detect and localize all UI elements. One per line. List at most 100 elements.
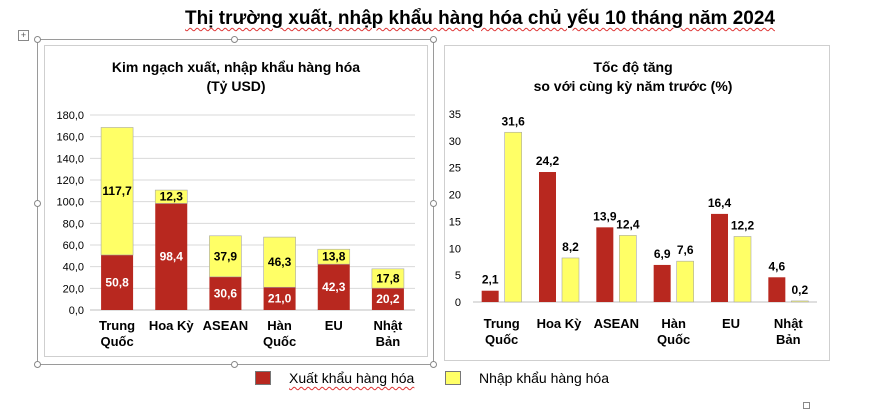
category-label: Nhật — [373, 318, 403, 333]
bar-export — [481, 290, 499, 302]
category-label: Trung — [484, 316, 520, 331]
bar-import — [263, 236, 296, 288]
bar-export — [101, 254, 134, 310]
bar-import — [371, 268, 405, 289]
data-label-export: 50,8 — [105, 275, 129, 289]
data-label-export: 42,3 — [322, 280, 346, 294]
page-title-text: Thị trường xuất, nhập khẩu hàng hóa chủ … — [185, 8, 775, 29]
y-tick-label: 20,0 — [63, 283, 84, 295]
resize-handle-top-left[interactable] — [34, 36, 41, 43]
chart-growth-title: Tốc độ tăng — [593, 59, 672, 75]
bar-export — [209, 276, 242, 310]
category-label: Hoa Kỳ — [537, 316, 583, 331]
category-label: Quốc — [100, 334, 133, 349]
data-label-import: 12,4 — [616, 217, 640, 231]
category-label: ASEAN — [594, 316, 640, 331]
category-label: Hoa Kỳ — [149, 318, 195, 333]
legend-item-export: Xuất khẩu hàng hóa — [255, 370, 414, 386]
bar-import — [209, 235, 242, 278]
y-tick-label: 20 — [449, 190, 461, 202]
data-label-import: 8,2 — [562, 240, 579, 254]
bar-export — [155, 203, 188, 310]
resize-handle-right[interactable] — [430, 200, 437, 207]
category-label: ASEAN — [203, 318, 249, 333]
page-title: Thị trường xuất, nhập khẩu hàng hóa chủ … — [0, 8, 870, 30]
data-label-import: 37,9 — [214, 249, 238, 263]
legend-label-export: Xuất khẩu hàng hóa — [289, 370, 415, 386]
y-tick-label: 5 — [455, 270, 461, 282]
chart-value-svg: Kim ngạch xuất, nhập khẩu hàng hóa (Tỷ U… — [56, 59, 415, 349]
data-label-import: 17,8 — [376, 271, 400, 285]
category-label: Nhật — [774, 316, 804, 331]
category-label: Bản — [776, 332, 801, 347]
chart-growth-subtitle: so với cùng kỳ năm trước (%) — [534, 78, 733, 94]
category-label: Trung — [99, 318, 135, 333]
bar-import — [791, 300, 809, 303]
bar-import — [100, 127, 134, 256]
data-label-import: 13,8 — [322, 250, 346, 264]
resize-handle-left[interactable] — [34, 200, 41, 207]
chart-value-title: Kim ngạch xuất, nhập khẩu hàng hóa — [112, 59, 360, 75]
data-label-export: 98,4 — [160, 250, 184, 264]
category-label: Bản — [376, 334, 401, 349]
legend-swatch-export — [255, 371, 271, 385]
bar-import — [317, 248, 351, 265]
bar-export — [317, 264, 350, 310]
y-tick-label: 0 — [455, 297, 461, 309]
resize-handle-bottom-left[interactable] — [34, 361, 41, 368]
chart-growth-svg: Tốc độ tăng so với cùng kỳ năm trước (%)… — [449, 59, 817, 347]
bar-import — [561, 257, 580, 303]
selected-chart-frame[interactable] — [34, 36, 437, 368]
data-label-export: 13,9 — [593, 209, 617, 223]
category-label: Quốc — [657, 332, 690, 347]
category-label: Hàn — [661, 316, 686, 331]
category-label: Quốc — [485, 332, 518, 347]
chart-panel-growth: Tốc độ tăng so với cùng kỳ năm trước (%)… — [444, 45, 830, 361]
data-label-export: 2,1 — [482, 273, 499, 287]
y-tick-label: 0,0 — [69, 305, 84, 317]
data-label-export: 21,0 — [268, 292, 292, 306]
bar-export — [596, 227, 614, 302]
resize-handle-top[interactable] — [231, 36, 238, 43]
data-label-import: 12,3 — [160, 190, 184, 204]
chart-value-subtitle: (Tỷ USD) — [206, 78, 265, 94]
bar-export — [653, 264, 671, 302]
chart-panel-value: Kim ngạch xuất, nhập khẩu hàng hóa (Tỷ U… — [44, 45, 428, 357]
data-label-import: 12,2 — [731, 218, 755, 232]
y-tick-label: 180,0 — [56, 110, 84, 122]
y-tick-label: 10 — [449, 243, 461, 255]
move-handle-icon[interactable]: + — [18, 30, 29, 41]
y-tick-label: 60,0 — [63, 240, 84, 252]
data-label-import: 46,3 — [268, 255, 292, 269]
data-label-import: 0,2 — [791, 283, 808, 297]
legend: Xuất khẩu hàng hóa Nhập khẩu hàng hóa — [255, 370, 675, 392]
bar-export — [371, 288, 404, 310]
data-label-export: 24,2 — [536, 154, 560, 168]
resize-handle-bottom-right[interactable] — [430, 361, 437, 368]
resize-handle-top-right[interactable] — [430, 36, 437, 43]
data-label-import: 31,6 — [501, 114, 525, 128]
y-tick-label: 40,0 — [63, 262, 84, 274]
y-tick-label: 35 — [449, 109, 461, 121]
y-tick-label: 160,0 — [56, 132, 84, 144]
y-tick-label: 120,0 — [56, 175, 84, 187]
y-tick-label: 80,0 — [63, 218, 84, 230]
data-label-export: 20,2 — [376, 292, 400, 306]
bar-import — [504, 131, 522, 303]
bar-import — [676, 260, 694, 303]
resize-handle-bottom[interactable] — [231, 361, 238, 368]
data-label-import: 7,6 — [677, 243, 694, 257]
data-label-export: 6,9 — [654, 247, 671, 261]
category-label: Quốc — [263, 334, 296, 349]
y-tick-label: 100,0 — [56, 197, 84, 209]
y-tick-label: 30 — [449, 136, 461, 148]
y-tick-label: 25 — [449, 163, 461, 175]
bar-import — [619, 235, 637, 303]
legend-label-import: Nhập khẩu hàng hóa — [479, 370, 609, 386]
bar-import — [733, 236, 752, 303]
bar-import — [154, 189, 188, 204]
bar-export — [768, 277, 786, 302]
bar-export — [263, 287, 296, 310]
y-tick-label: 15 — [449, 216, 461, 228]
data-label-export: 4,6 — [768, 259, 785, 273]
